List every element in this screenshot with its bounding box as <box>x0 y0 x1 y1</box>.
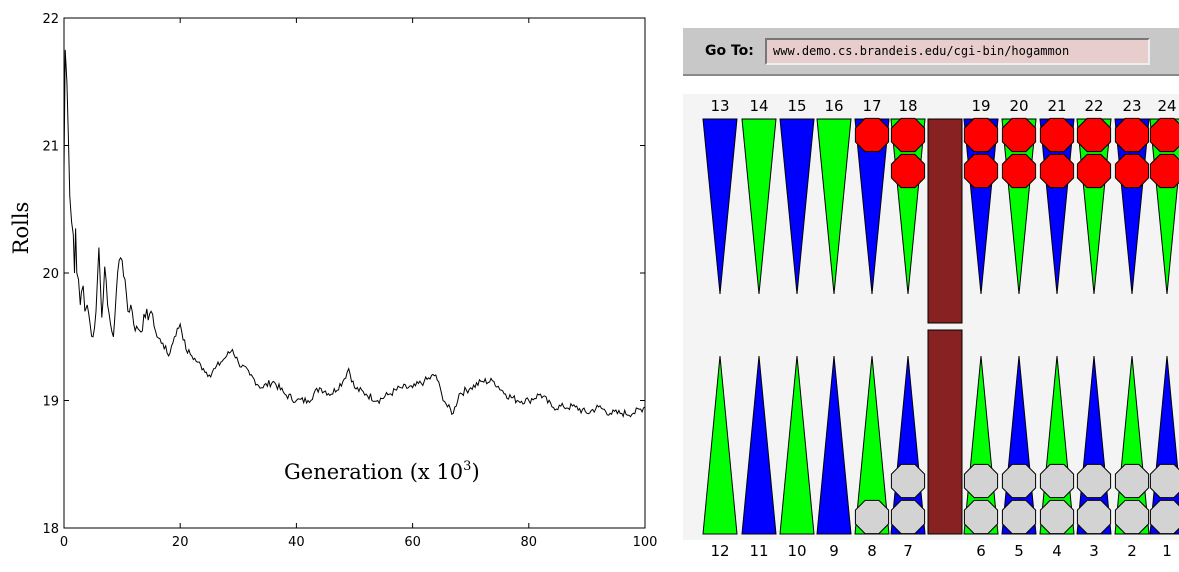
point-label-top: 20 <box>1009 97 1028 115</box>
point-labels: 13 12 14 11 15 10 16 9 17 8 18 7 19 6 20 5 21 4 22 3 23 2 24 1 <box>710 97 1176 560</box>
white-checker[interactable] <box>1076 463 1112 499</box>
x-axis-title-close: ) <box>471 460 479 484</box>
point-label-top: 24 <box>1157 97 1176 115</box>
point-11[interactable] <box>741 355 777 535</box>
white-checker[interactable] <box>1149 463 1179 499</box>
x-tick-label: 20 <box>172 535 189 550</box>
point-label-bottom: 2 <box>1127 542 1137 560</box>
white-checker[interactable] <box>1001 463 1037 499</box>
red-checker[interactable] <box>1001 117 1037 153</box>
y-tick-label: 22 <box>42 12 59 27</box>
point-label-bottom: 5 <box>1014 542 1024 560</box>
point-label-top: 22 <box>1084 97 1103 115</box>
x-tick-label: 80 <box>521 535 538 550</box>
point-label-bottom: 1 <box>1162 542 1172 560</box>
point-label-bottom: 12 <box>710 542 729 560</box>
location-bar: Go To: www.demo.cs.brandeis.edu/cgi-bin/… <box>683 28 1179 76</box>
red-checker[interactable] <box>1114 117 1150 153</box>
red-checker[interactable] <box>963 117 999 153</box>
point-label-bottom: 4 <box>1052 542 1062 560</box>
white-checker[interactable] <box>1076 499 1112 535</box>
bar-top[interactable] <box>927 118 963 324</box>
white-checker[interactable] <box>1039 499 1075 535</box>
white-checker[interactable] <box>963 463 999 499</box>
white-checker[interactable] <box>1039 463 1075 499</box>
white-checker[interactable] <box>1114 463 1150 499</box>
point-12[interactable] <box>702 355 738 535</box>
point-label-top: 16 <box>824 97 843 115</box>
red-checker[interactable] <box>1114 153 1150 189</box>
point-15[interactable] <box>779 118 815 295</box>
point-label-top: 17 <box>862 97 881 115</box>
point-14[interactable] <box>741 118 777 295</box>
url-input[interactable]: www.demo.cs.brandeis.edu/cgi-bin/hogammo… <box>765 38 1150 65</box>
bar-bottom[interactable] <box>927 329 963 535</box>
x-tick-label: 100 <box>633 535 658 550</box>
y-tick-label: 18 <box>42 522 59 537</box>
white-checker[interactable] <box>890 463 926 499</box>
backgammon-window: Go To: www.demo.cs.brandeis.edu/cgi-bin/… <box>683 28 1179 572</box>
red-checker[interactable] <box>890 117 926 153</box>
point-label-top: 19 <box>971 97 990 115</box>
white-checker[interactable] <box>854 499 890 535</box>
point-9[interactable] <box>816 355 852 535</box>
red-checker[interactable] <box>1039 153 1075 189</box>
point-label-bottom: 8 <box>867 542 877 560</box>
red-checker[interactable] <box>1149 153 1179 189</box>
goto-label: Go To: <box>705 43 754 59</box>
y-tick-label: 19 <box>42 395 59 410</box>
white-checker[interactable] <box>1149 499 1179 535</box>
white-checker[interactable] <box>1001 499 1037 535</box>
x-tick-label: 60 <box>404 535 421 550</box>
point-label-top: 18 <box>898 97 917 115</box>
red-checker[interactable] <box>1149 117 1179 153</box>
x-axis-title: Generation (x 103) <box>284 459 480 484</box>
point-label-top: 15 <box>787 97 806 115</box>
white-checker[interactable] <box>963 499 999 535</box>
plot-frame <box>63 17 646 529</box>
point-10[interactable] <box>779 355 815 535</box>
red-checker[interactable] <box>1039 117 1075 153</box>
red-checker[interactable] <box>1076 117 1112 153</box>
red-checker[interactable] <box>1076 153 1112 189</box>
series-line <box>63 49 646 418</box>
red-checker[interactable] <box>963 153 999 189</box>
y-axis-title: Rolls <box>9 202 33 255</box>
point-16[interactable] <box>816 118 852 295</box>
chart-canvas: 18 19 20 21 22 0 20 40 60 80 100 Rolls Generation… <box>9 12 658 550</box>
point-label-bottom: 11 <box>749 542 768 560</box>
point-label-bottom: 10 <box>787 542 806 560</box>
x-axis-title-superscript: 3 <box>463 459 471 474</box>
point-13[interactable] <box>702 118 738 295</box>
red-checker[interactable] <box>890 153 926 189</box>
point-label-top: 23 <box>1122 97 1141 115</box>
white-checker[interactable] <box>890 499 926 535</box>
red-checker[interactable] <box>854 117 890 153</box>
point-label-top: 21 <box>1047 97 1066 115</box>
point-label-bottom: 9 <box>829 542 839 560</box>
point-label-bottom: 6 <box>976 542 986 560</box>
y-tick-label: 21 <box>42 140 59 155</box>
backgammon-board: 13 12 14 11 15 10 16 9 17 8 18 7 19 6 20 5 21 4 22 3 23 2 24 1 <box>683 94 1179 560</box>
y-tick-label: 20 <box>42 267 59 282</box>
y-axis: 18 19 20 21 22 <box>42 12 645 537</box>
point-label-top: 13 <box>710 97 729 115</box>
board-checkers <box>854 117 1179 535</box>
point-label-bottom: 3 <box>1089 542 1099 560</box>
x-axis: 0 20 40 60 80 100 <box>60 18 658 550</box>
red-checker[interactable] <box>1001 153 1037 189</box>
x-tick-label: 0 <box>60 535 68 550</box>
point-label-bottom: 7 <box>903 542 913 560</box>
point-label-top: 14 <box>749 97 768 115</box>
white-checker[interactable] <box>1114 499 1150 535</box>
x-axis-title-main: Generation (x 10 <box>284 460 463 484</box>
rolls-chart: 18 19 20 21 22 0 20 40 60 80 100 Rolls Generation… <box>9 12 658 550</box>
x-tick-label: 40 <box>288 535 305 550</box>
